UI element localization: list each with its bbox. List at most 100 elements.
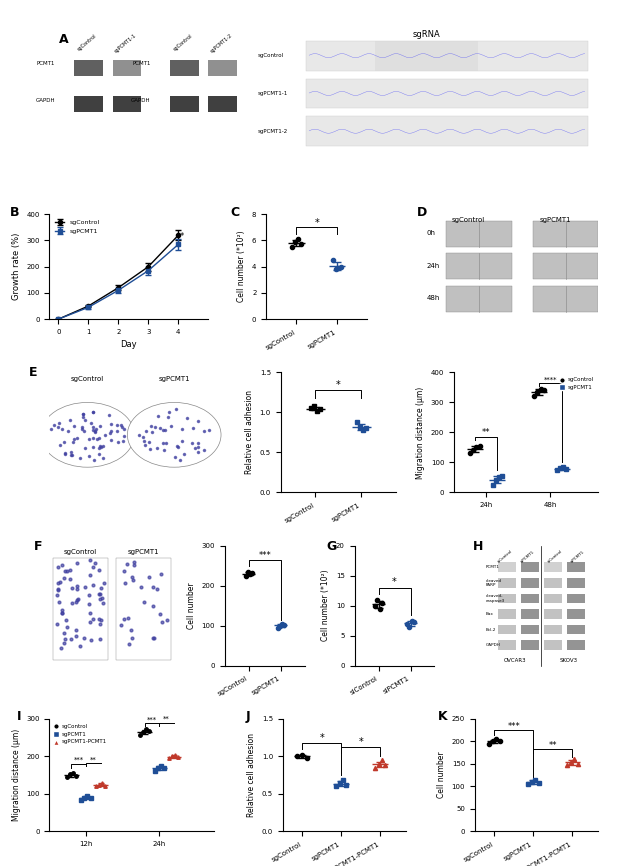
- Text: **: **: [90, 756, 97, 762]
- Bar: [208, 60, 237, 76]
- Bar: [566, 594, 585, 604]
- Text: H: H: [473, 540, 483, 553]
- Bar: [521, 578, 539, 588]
- Text: GAPDH: GAPDH: [486, 643, 500, 647]
- Bar: [112, 60, 141, 76]
- Y-axis label: Migration distance (μm): Migration distance (μm): [416, 386, 425, 479]
- Bar: [498, 641, 516, 650]
- Text: sgPCMT1: sgPCMT1: [128, 549, 159, 555]
- Text: 24h: 24h: [427, 262, 440, 268]
- Text: Bcl-2: Bcl-2: [486, 628, 496, 631]
- Circle shape: [127, 403, 221, 467]
- Text: *: *: [336, 380, 341, 391]
- Bar: [74, 60, 103, 76]
- Text: **: **: [549, 740, 557, 750]
- Text: siPCMT1: siPCMT1: [520, 549, 536, 564]
- Text: A: A: [59, 33, 68, 46]
- Bar: [498, 594, 516, 604]
- Bar: [566, 578, 585, 588]
- Text: J: J: [246, 710, 251, 723]
- Text: sgControl: sgControl: [64, 549, 97, 555]
- Text: PCMT1: PCMT1: [133, 61, 151, 67]
- Text: *: *: [392, 577, 397, 586]
- Y-axis label: Relative cell adhesion: Relative cell adhesion: [247, 734, 256, 818]
- Y-axis label: Cell number: Cell number: [187, 582, 196, 629]
- Text: sgPCMT1-1: sgPCMT1-1: [257, 91, 288, 96]
- Text: GAPDH: GAPDH: [131, 98, 151, 103]
- Text: *: *: [320, 734, 324, 743]
- X-axis label: Day: Day: [120, 340, 137, 349]
- Legend: sgControl, sgPCMT1, sgPCMT1-PCMT1: sgControl, sgPCMT1, sgPCMT1-PCMT1: [52, 721, 109, 746]
- Text: **: **: [482, 429, 491, 437]
- Bar: [498, 578, 516, 588]
- Text: 0h: 0h: [427, 230, 436, 236]
- Legend: sgControl, sgPCMT1: sgControl, sgPCMT1: [558, 375, 595, 392]
- Text: SKOV3: SKOV3: [560, 658, 578, 663]
- Bar: [566, 610, 585, 619]
- Text: ****: ****: [544, 377, 557, 383]
- Text: GAPDH: GAPDH: [35, 98, 55, 103]
- Y-axis label: Cell number: Cell number: [437, 752, 446, 798]
- Text: D: D: [416, 206, 427, 219]
- Legend: sgControl, sgPCMT1: sgControl, sgPCMT1: [52, 217, 102, 236]
- Text: sgPCMT1: sgPCMT1: [159, 376, 190, 382]
- Bar: [208, 96, 237, 113]
- Text: sgRNA: sgRNA: [412, 30, 440, 39]
- Bar: [521, 625, 539, 635]
- Text: sgControl: sgControl: [452, 217, 485, 223]
- Text: *: *: [314, 218, 319, 228]
- Text: sgPCMT1-2: sgPCMT1-2: [210, 33, 234, 54]
- Bar: [170, 60, 199, 76]
- Text: sgPCMT1: sgPCMT1: [539, 217, 571, 223]
- Text: K: K: [438, 710, 447, 723]
- Text: sgControl: sgControl: [173, 33, 194, 52]
- Text: siControl: siControl: [497, 549, 513, 564]
- Text: sgControl: sgControl: [77, 33, 98, 52]
- Text: G: G: [326, 540, 337, 553]
- Text: sgControl: sgControl: [257, 53, 284, 58]
- Text: **: **: [163, 716, 170, 722]
- Text: PCMT1: PCMT1: [37, 61, 55, 67]
- Bar: [566, 563, 585, 572]
- Bar: [498, 563, 516, 572]
- Text: PCMT1: PCMT1: [486, 565, 499, 569]
- Text: C: C: [231, 206, 240, 219]
- Text: ***: ***: [147, 717, 157, 723]
- Text: sgPCMT1-1: sgPCMT1-1: [114, 33, 138, 54]
- Text: E: E: [28, 366, 37, 379]
- Bar: [544, 641, 562, 650]
- Bar: [544, 594, 562, 604]
- Text: cleaved-
caspase3: cleaved- caspase3: [486, 594, 505, 603]
- Text: Bax: Bax: [486, 612, 494, 616]
- Text: *: *: [358, 737, 363, 747]
- Bar: [170, 96, 199, 113]
- Text: I: I: [17, 710, 21, 723]
- Text: B: B: [10, 206, 19, 219]
- Y-axis label: Cell number (*10²): Cell number (*10²): [321, 570, 330, 642]
- Text: ***: ***: [259, 551, 271, 559]
- Y-axis label: Growth rate (%): Growth rate (%): [12, 233, 20, 301]
- Bar: [544, 610, 562, 619]
- Y-axis label: Cell number (*10²): Cell number (*10²): [238, 231, 246, 302]
- Text: siControl: siControl: [547, 549, 563, 564]
- Bar: [544, 625, 562, 635]
- Bar: [521, 563, 539, 572]
- Bar: [544, 563, 562, 572]
- Text: cleaved
PARP: cleaved PARP: [486, 578, 502, 587]
- Text: *: *: [180, 232, 184, 241]
- Text: sgPCMT1-2: sgPCMT1-2: [257, 129, 288, 133]
- Circle shape: [41, 403, 135, 467]
- Text: F: F: [35, 540, 43, 553]
- Bar: [566, 641, 585, 650]
- Text: siPCMT1: siPCMT1: [570, 549, 586, 564]
- Bar: [521, 594, 539, 604]
- Text: 48h: 48h: [427, 295, 440, 301]
- Bar: [498, 625, 516, 635]
- Bar: [544, 578, 562, 588]
- Y-axis label: Relative cell adhesion: Relative cell adhesion: [245, 391, 254, 475]
- Bar: [566, 625, 585, 635]
- Text: ***: ***: [73, 757, 84, 763]
- Bar: [521, 641, 539, 650]
- Text: OVCAR3: OVCAR3: [504, 658, 526, 663]
- Bar: [521, 610, 539, 619]
